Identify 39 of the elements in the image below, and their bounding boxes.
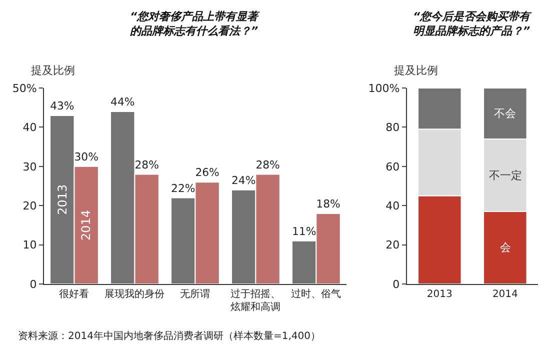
y-tick-label: 20 [22,199,37,212]
chart-title: “您对奢侈产品上带有显著的品牌标志有什么看法？” [130,10,260,38]
y-tick-label: 20 [386,238,400,252]
y-tick-label: 40 [386,199,400,212]
x-tick-label: 展现我的身份 [104,288,165,300]
data-label: 26% [195,166,220,180]
data-label: 11% [292,224,316,238]
y-tick-label: 40 [22,121,37,134]
y-tick-label: 100% [368,82,400,95]
text: 资料来源：2014年中国内地奢侈品消费者调研（样本数量=1,400） [18,330,320,342]
data-label: 44% [110,96,135,109]
x-tick-label: 过时、俗气 [291,288,342,300]
data-label: 43% [50,99,74,112]
data-label: 22% [171,182,196,195]
series-label: 不一定 [489,169,522,182]
x-tick-label: 2014 [492,289,518,300]
y-tick-label: 10 [22,238,37,252]
y-axis-title: 提及比例 [394,64,438,77]
x-tick-label: 无所谓 [180,288,210,300]
y-tick-label: 0 [392,278,400,291]
data-label: 18% [316,197,340,210]
y-tick-label: 0 [30,278,37,291]
series-label: 2013 [55,184,70,215]
chart-title: “您今后是否会购买带有明显品牌标志的产品？” [413,10,532,38]
data-label: 28% [256,158,280,172]
series-label: 不会 [494,107,516,120]
y-tick-label: 60 [386,160,400,174]
data-label: 28% [134,158,159,172]
data-label: 30% [74,150,98,164]
y-tick-label: 80 [386,121,400,134]
y-axis-title: 提及比例 [31,64,75,77]
data-label: 24% [232,174,256,187]
x-tick-label: 2013 [426,289,452,300]
x-tick-label: 很好看 [59,288,90,300]
y-tick-label: 50% [12,82,37,95]
series-label: 会 [500,241,511,254]
series-label: 2014 [79,210,94,241]
y-tick-label: 30 [22,160,37,174]
x-tick-label: 过于招摇、炫耀和高调 [230,288,281,313]
